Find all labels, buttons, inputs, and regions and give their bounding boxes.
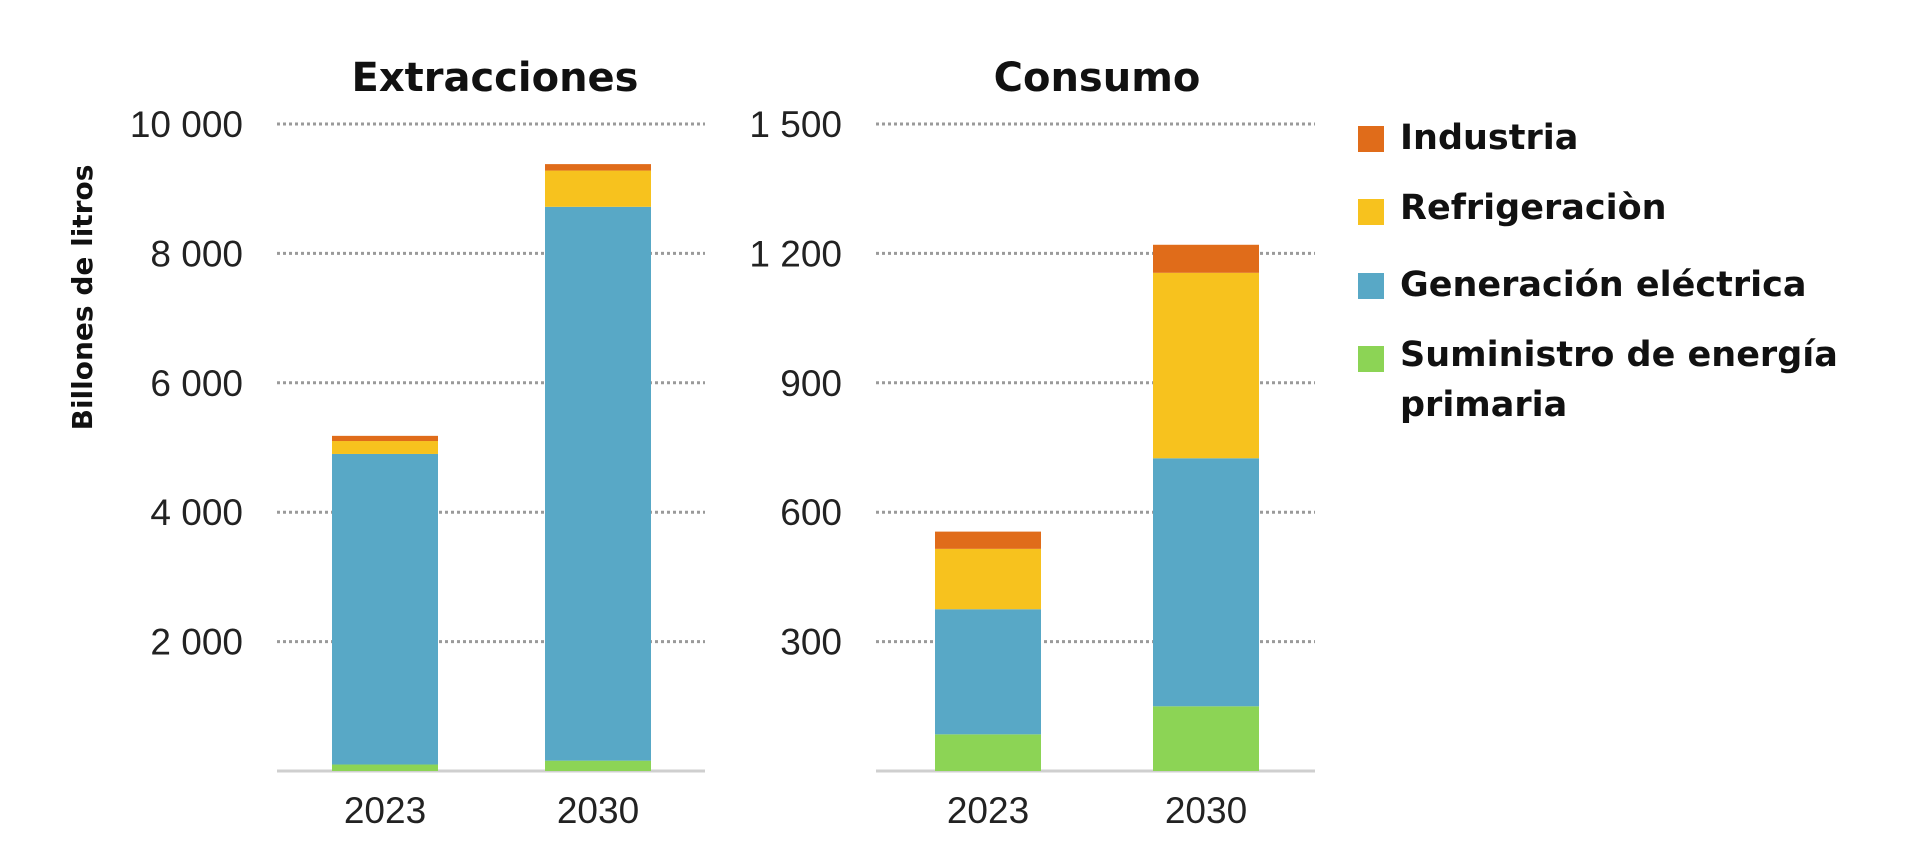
legend-item-industria: Industria bbox=[1358, 118, 1578, 158]
legend-swatch bbox=[1358, 126, 1384, 152]
legend-swatch bbox=[1358, 199, 1384, 225]
legend-label: Generación eléctrica bbox=[1400, 265, 1806, 305]
bar-segment-industria-2023 bbox=[935, 531, 1041, 549]
x-tick-label: 2030 bbox=[557, 790, 639, 831]
legend-item-suministro-de-energia-primaria: Suministro de energía primaria bbox=[1358, 335, 1838, 425]
bar-segment-generacion-electrica-2023 bbox=[935, 609, 1041, 735]
legend-label: Refrigeraciòn bbox=[1400, 188, 1667, 228]
bar-segment-suministro-de-energia-primaria-2030 bbox=[1153, 706, 1259, 771]
x-tick-label: 2023 bbox=[344, 790, 426, 831]
legend-label: Suministro de energía primaria bbox=[1400, 335, 1838, 425]
x-tick-label: 2023 bbox=[947, 790, 1029, 831]
y-tick-label: 900 bbox=[780, 363, 842, 404]
panel-title-consumo: Consumo bbox=[994, 55, 1201, 101]
legend-label: Industria bbox=[1400, 118, 1578, 158]
bar-segment-refrigeracion-2023 bbox=[332, 441, 438, 454]
y-tick-label: 300 bbox=[780, 622, 842, 663]
legend-swatch bbox=[1358, 273, 1384, 299]
y-tick-label: 4 000 bbox=[150, 492, 243, 533]
y-tick-label: 8 000 bbox=[150, 233, 243, 274]
y-axis-title: Billones de litros bbox=[66, 165, 99, 431]
y-tick-label: 10 000 bbox=[130, 104, 243, 145]
legend: Industria Refrigeraciòn Generación eléctri… bbox=[1358, 118, 1838, 425]
bar-segment-refrigeracion-2030 bbox=[1153, 272, 1259, 459]
panel-consumo: Consumo 300 600 900 1 200 1 500 2023 2030 bbox=[749, 55, 1315, 831]
bar-segment-generacion-electrica-2030 bbox=[1153, 458, 1259, 707]
panel-extracciones: Extracciones 2 000 4 000 6 000 8 000 10 000 20… bbox=[66, 55, 705, 831]
x-tick-label: 2030 bbox=[1165, 790, 1247, 831]
y-tick-label: 6 000 bbox=[150, 363, 243, 404]
bar-segment-suministro-de-energia-primaria-2023 bbox=[332, 764, 438, 771]
bar-segment-generacion-electrica-2023 bbox=[332, 453, 438, 765]
bar-segment-suministro-de-energia-primaria-2023 bbox=[935, 734, 1041, 771]
y-tick-label: 2 000 bbox=[150, 622, 243, 663]
bar-segment-industria-2023 bbox=[332, 435, 438, 442]
y-tick-label: 1 500 bbox=[749, 104, 842, 145]
legend-item-generacion-electrica: Generación eléctrica bbox=[1358, 265, 1806, 305]
legend-swatch bbox=[1358, 346, 1384, 372]
panel-title-extracciones: Extracciones bbox=[352, 55, 639, 101]
bar-segment-refrigeracion-2030 bbox=[545, 170, 651, 207]
chart-panels: Extracciones 2 000 4 000 6 000 8 000 10 000 20… bbox=[66, 55, 1315, 831]
bar-segment-industria-2030 bbox=[1153, 244, 1259, 273]
bar-segment-industria-2030 bbox=[545, 164, 651, 171]
bar-segment-generacion-electrica-2030 bbox=[545, 206, 651, 761]
y-tick-label: 600 bbox=[780, 492, 842, 533]
bar-segment-refrigeracion-2023 bbox=[935, 548, 1041, 610]
bar-segment-suministro-de-energia-primaria-2030 bbox=[545, 760, 651, 771]
y-tick-label: 1 200 bbox=[749, 233, 842, 274]
legend-item-refrigeracion: Refrigeraciòn bbox=[1358, 188, 1667, 228]
